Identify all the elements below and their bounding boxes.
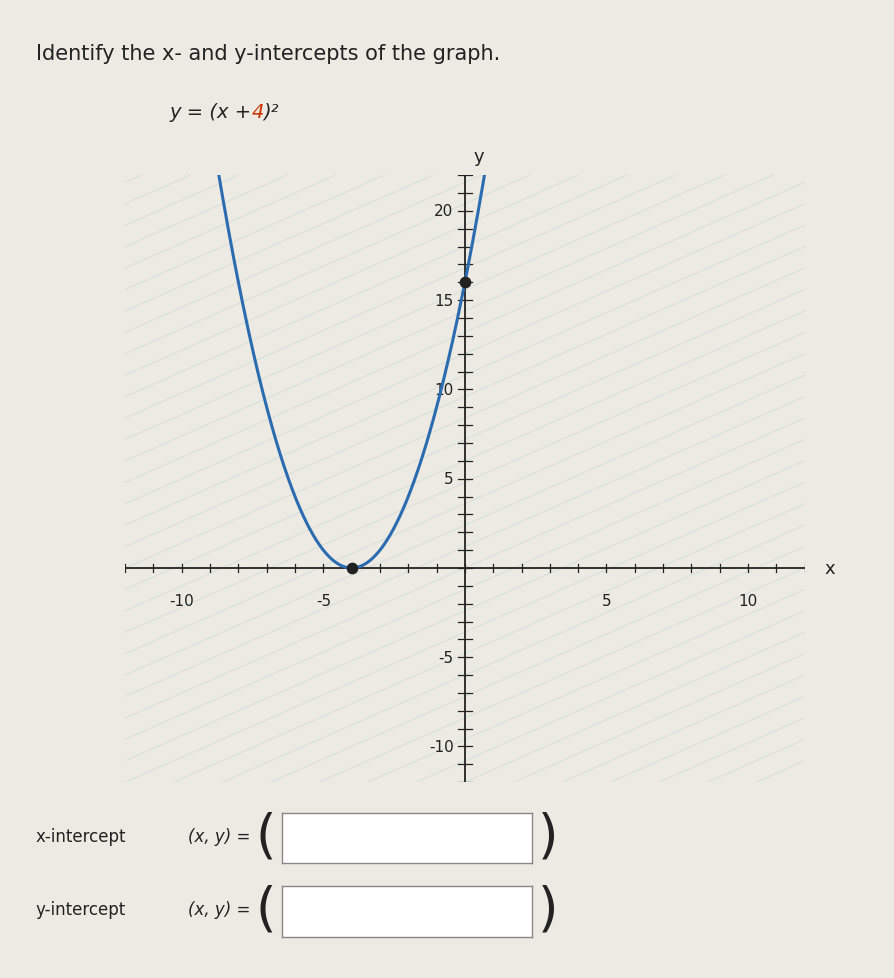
Point xyxy=(344,560,358,576)
Text: ): ) xyxy=(538,883,558,936)
Text: 15: 15 xyxy=(434,293,453,308)
Text: ): ) xyxy=(538,810,558,863)
Text: (: ( xyxy=(256,810,275,863)
Text: 5: 5 xyxy=(444,471,453,487)
Text: (: ( xyxy=(256,883,275,936)
Text: 20: 20 xyxy=(434,204,453,219)
Text: x: x xyxy=(824,559,835,577)
Text: 10: 10 xyxy=(434,382,453,397)
Text: y = (x +: y = (x + xyxy=(170,103,258,121)
Text: 5: 5 xyxy=(602,594,611,608)
Text: Identify the x- and y-intercepts of the graph.: Identify the x- and y-intercepts of the … xyxy=(36,44,500,64)
Text: -5: -5 xyxy=(438,650,453,665)
Text: x-intercept: x-intercept xyxy=(36,827,126,845)
Text: -10: -10 xyxy=(429,739,453,754)
Text: -5: -5 xyxy=(316,594,331,608)
Text: 10: 10 xyxy=(738,594,757,608)
Text: -10: -10 xyxy=(169,594,194,608)
Point xyxy=(458,275,472,290)
Text: y: y xyxy=(474,148,484,165)
Text: (x, y) =: (x, y) = xyxy=(188,827,250,845)
Text: y-intercept: y-intercept xyxy=(36,901,126,918)
Text: )²: )² xyxy=(263,103,278,121)
Text: (x, y) =: (x, y) = xyxy=(188,901,250,918)
Text: 4: 4 xyxy=(252,103,265,121)
